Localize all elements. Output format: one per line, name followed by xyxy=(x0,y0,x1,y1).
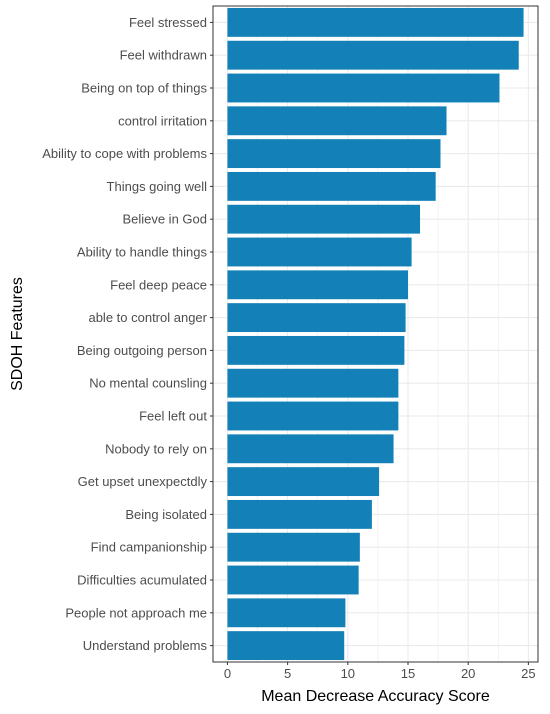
bar xyxy=(227,499,372,529)
bar xyxy=(227,204,421,234)
bar xyxy=(227,40,519,70)
y-tick-label: Difficulties acumulated xyxy=(77,573,207,588)
grid-layer xyxy=(213,6,538,662)
bar xyxy=(227,237,412,267)
y-tick-label: Find campanionship xyxy=(91,540,207,555)
y-tick-label: Feel left out xyxy=(139,409,207,424)
y-tick-label: Believe in God xyxy=(122,212,207,227)
bar xyxy=(227,368,399,398)
bar xyxy=(227,467,380,497)
x-tick-label: 20 xyxy=(461,666,475,681)
bar xyxy=(227,401,399,431)
panel-border xyxy=(212,5,539,663)
bar xyxy=(227,171,436,201)
bar xyxy=(227,139,441,169)
y-tick-label: Feel withdrawn xyxy=(120,48,207,63)
x-tick-labels: 0 5 10 15 20 25 xyxy=(224,662,536,681)
bar xyxy=(227,631,345,661)
y-tick-label: control irritation xyxy=(118,113,207,128)
y-tick-label: Get upset unexpectdly xyxy=(78,474,208,489)
bar xyxy=(227,106,447,136)
x-tick-label: 10 xyxy=(341,666,355,681)
x-tick-label: 25 xyxy=(521,666,535,681)
y-tick-labels: Feel stressed Feel withdrawn Being on top … xyxy=(42,15,213,653)
y-tick-label: Ability to handle things xyxy=(77,245,208,260)
y-tick-label: Being outgoing person xyxy=(77,343,207,358)
x-tick-label: 0 xyxy=(224,666,231,681)
y-tick-label: Being on top of things xyxy=(81,81,207,96)
bar xyxy=(227,565,359,595)
y-tick-label: Things going well xyxy=(107,179,208,194)
bar-layer xyxy=(227,7,524,661)
y-tick-label: Being isolated xyxy=(125,507,207,522)
y-tick-label: No mental counsling xyxy=(89,376,207,391)
y-axis-title: SDOH Features xyxy=(9,277,26,391)
x-tick-label: 5 xyxy=(284,666,291,681)
bar xyxy=(227,335,405,365)
bar xyxy=(227,532,360,562)
y-tick-label: Nobody to rely on xyxy=(105,441,207,456)
y-tick-label: able to control anger xyxy=(88,310,207,325)
bar xyxy=(227,270,408,300)
bar xyxy=(227,73,500,103)
y-tick-label: Ability to cope with problems xyxy=(42,146,207,161)
y-tick-label: Feel deep peace xyxy=(110,277,207,292)
bar xyxy=(227,303,406,333)
x-tick-label: 15 xyxy=(401,666,415,681)
y-tick-label: Understand problems xyxy=(83,638,208,653)
bar xyxy=(227,598,346,628)
y-tick-label: People not approach me xyxy=(65,605,207,620)
x-axis-title: Mean Decrease Accuracy Score xyxy=(261,688,490,705)
y-tick-label: Feel stressed xyxy=(129,15,207,30)
bar xyxy=(227,434,394,464)
bar xyxy=(227,7,524,37)
